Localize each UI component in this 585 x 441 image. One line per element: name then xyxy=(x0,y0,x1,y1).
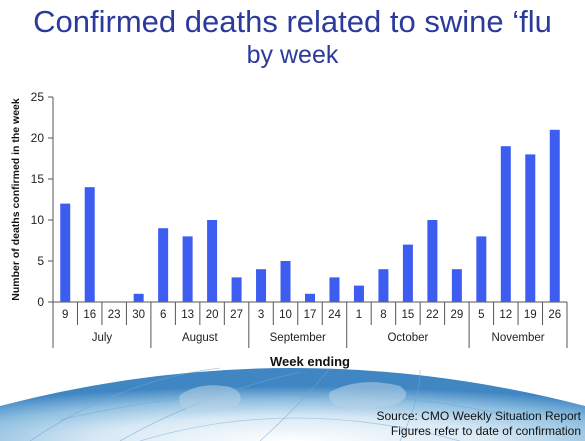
x-tick-label: 13 xyxy=(181,309,194,321)
month-label: August xyxy=(182,332,219,344)
chart-subtitle: by week xyxy=(246,41,339,69)
x-tick-label: 15 xyxy=(402,309,415,321)
y-tick-label: 20 xyxy=(31,131,45,145)
bar xyxy=(476,236,487,302)
bar xyxy=(427,220,438,302)
bar xyxy=(378,269,389,302)
x-tick-label: 19 xyxy=(524,309,537,321)
bar xyxy=(256,269,267,302)
month-label: October xyxy=(387,332,428,344)
bar-series xyxy=(60,129,560,302)
bar xyxy=(60,203,71,302)
bar xyxy=(353,285,364,302)
bar xyxy=(329,277,340,302)
bar xyxy=(182,236,193,302)
y-tick-label: 0 xyxy=(37,295,44,309)
x-axis-label: Week ending xyxy=(270,354,350,369)
x-tick-label: 12 xyxy=(499,309,512,321)
bar xyxy=(500,146,511,302)
chart-title: Confirmed deaths related to swine ‘flu xyxy=(33,4,552,39)
x-tick-label: 24 xyxy=(328,309,341,321)
bar xyxy=(280,261,291,302)
x-tick-label: 9 xyxy=(62,309,68,321)
x-tick-label: 6 xyxy=(160,309,166,321)
y-axis-label: Number of deaths confirmed in the week xyxy=(10,98,22,301)
x-tick-label: 20 xyxy=(206,309,219,321)
bar xyxy=(207,220,218,302)
x-tick-label: 26 xyxy=(548,309,561,321)
x-tick-label: 23 xyxy=(108,309,121,321)
x-tick-label: 29 xyxy=(450,309,463,321)
x-tick-label: 8 xyxy=(380,309,386,321)
x-tick-label: 30 xyxy=(132,309,145,321)
x-tick-label: 22 xyxy=(426,309,439,321)
x-tick-label: 17 xyxy=(304,309,317,321)
x-tick-label: 16 xyxy=(83,309,96,321)
month-label: November xyxy=(492,332,545,344)
source-line: Source: CMO Weekly Situation Report xyxy=(376,409,581,423)
bar xyxy=(231,277,242,302)
bar xyxy=(549,129,560,302)
x-tick-label: 5 xyxy=(478,309,484,321)
x-tick-label: 10 xyxy=(279,309,292,321)
bar xyxy=(402,244,413,302)
month-label: July xyxy=(92,332,113,344)
x-tick-label: 3 xyxy=(258,309,264,321)
x-tick-label: 1 xyxy=(356,309,362,321)
y-tick-label: 10 xyxy=(31,213,45,227)
bar xyxy=(133,293,144,302)
x-tick-label: 27 xyxy=(230,309,243,321)
bar xyxy=(525,154,536,302)
bar xyxy=(305,293,315,302)
y-tick-label: 25 xyxy=(31,90,45,104)
source-note-line: Figures refer to date of confirmation xyxy=(390,424,581,438)
bar xyxy=(158,228,169,302)
bar xyxy=(84,187,95,302)
globe-background xyxy=(0,367,585,441)
source-note: Source: CMO Weekly Situation Report Figu… xyxy=(376,409,581,439)
bar xyxy=(451,269,462,302)
y-tick-label: 15 xyxy=(31,172,45,186)
month-label: September xyxy=(270,332,326,344)
y-tick-label: 5 xyxy=(37,254,44,268)
